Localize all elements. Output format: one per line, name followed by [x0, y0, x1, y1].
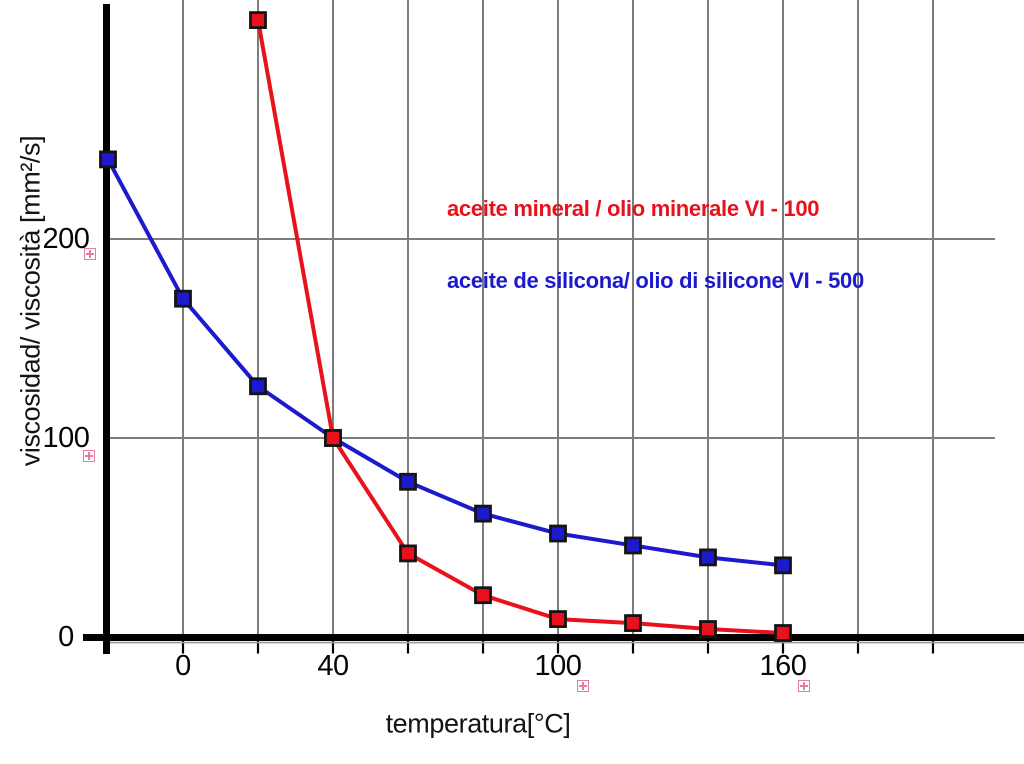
- data-point-marker: [774, 624, 792, 642]
- data-point-marker: [99, 150, 117, 169]
- data-point-marker: [699, 548, 717, 567]
- data-point-marker: [474, 504, 492, 523]
- series-line: [106, 158, 784, 568]
- data-point-marker: [249, 11, 267, 30]
- data-point-marker: [549, 524, 567, 543]
- data-point-marker: [624, 614, 642, 632]
- data-point-marker: [624, 536, 642, 555]
- data-point-marker: [774, 556, 792, 575]
- data-point-marker: [549, 610, 567, 628]
- data-point-marker: [249, 377, 267, 396]
- data-point-marker: [399, 544, 417, 563]
- data-point-marker: [399, 472, 417, 491]
- series-line: [256, 19, 784, 636]
- data-point-marker: [174, 289, 192, 308]
- data-point-marker: [324, 429, 342, 447]
- data-point-marker: [699, 620, 717, 638]
- data-point-marker: [474, 586, 492, 605]
